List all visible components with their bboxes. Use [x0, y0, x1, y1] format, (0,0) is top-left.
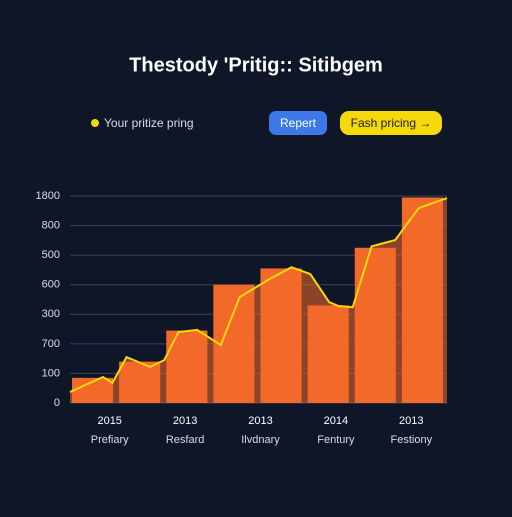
x-tick-sublabel: Prefiary: [91, 434, 129, 446]
x-tick-label: 2013: [173, 415, 197, 427]
x-tick-sublabel: Festiony: [391, 434, 433, 446]
y-tick-label: 100: [42, 367, 60, 379]
y-tick-label: 500: [42, 249, 60, 261]
x-tick-sublabel: Resfard: [166, 434, 205, 446]
bar: [260, 268, 302, 403]
legend-dot: [91, 119, 99, 127]
y-tick-label: 600: [42, 279, 60, 291]
y-tick-label: 0: [54, 397, 60, 409]
legend-label: Your pritize pring: [104, 116, 194, 130]
bar: [307, 305, 349, 403]
x-tick-label: 2013: [248, 415, 272, 427]
y-tick-label: 300: [42, 308, 60, 320]
chart-title: Thestody 'Pritig:: Sitibgem: [129, 54, 383, 76]
report-button-label[interactable]: Repert: [280, 116, 317, 130]
bar: [119, 361, 161, 403]
y-tick-label: 700: [42, 338, 60, 350]
y-tick-label: 800: [42, 219, 60, 231]
x-tick-label: 2015: [97, 415, 121, 427]
pricing-button[interactable]: [340, 111, 442, 135]
pricing-button-label[interactable]: Fash pricing →: [351, 116, 432, 130]
line: [69, 197, 448, 393]
bar: [166, 330, 208, 403]
report-button[interactable]: [269, 111, 327, 135]
x-tick-sublabel: Ilvdnary: [241, 434, 280, 446]
x-tick-label: 2014: [324, 415, 348, 427]
x-tick-label: 2013: [399, 415, 423, 427]
bar: [354, 247, 396, 403]
x-tick-sublabel: Fentury: [317, 434, 355, 446]
bar: [401, 197, 443, 403]
area: [70, 198, 447, 403]
y-tick-label: 1800: [36, 190, 60, 202]
